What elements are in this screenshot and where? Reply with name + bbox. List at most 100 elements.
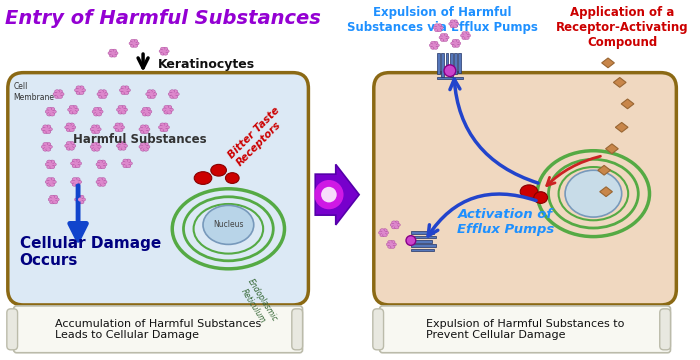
Ellipse shape xyxy=(163,47,168,50)
Ellipse shape xyxy=(455,39,459,42)
Bar xyxy=(442,53,444,77)
Ellipse shape xyxy=(71,126,76,129)
Ellipse shape xyxy=(534,192,547,203)
Ellipse shape xyxy=(102,180,107,184)
Text: Expulsion of Harmful Substances to
Prevent Cellular Damage: Expulsion of Harmful Substances to Preve… xyxy=(426,319,624,340)
Ellipse shape xyxy=(52,201,57,204)
Ellipse shape xyxy=(118,123,123,126)
Ellipse shape xyxy=(76,91,81,95)
Ellipse shape xyxy=(163,123,168,126)
Ellipse shape xyxy=(168,93,173,96)
Circle shape xyxy=(145,111,148,113)
Ellipse shape xyxy=(121,86,126,89)
Ellipse shape xyxy=(133,44,138,48)
Ellipse shape xyxy=(163,52,168,55)
Circle shape xyxy=(94,128,97,131)
Ellipse shape xyxy=(72,183,77,186)
Ellipse shape xyxy=(141,130,146,134)
Circle shape xyxy=(144,128,146,131)
Ellipse shape xyxy=(142,107,147,111)
Ellipse shape xyxy=(126,164,131,168)
Ellipse shape xyxy=(146,93,150,96)
Ellipse shape xyxy=(97,160,102,163)
Ellipse shape xyxy=(321,187,337,202)
Circle shape xyxy=(112,52,114,54)
Ellipse shape xyxy=(112,54,117,57)
Bar xyxy=(450,53,453,77)
Ellipse shape xyxy=(71,144,76,148)
Circle shape xyxy=(163,50,165,52)
Ellipse shape xyxy=(97,183,102,186)
Ellipse shape xyxy=(66,123,71,126)
Ellipse shape xyxy=(121,91,126,95)
Ellipse shape xyxy=(380,229,384,232)
Text: Keratinocytes: Keratinocytes xyxy=(158,58,255,71)
Ellipse shape xyxy=(94,148,99,151)
FancyBboxPatch shape xyxy=(292,309,302,350)
Ellipse shape xyxy=(314,180,344,209)
Ellipse shape xyxy=(121,141,126,145)
Ellipse shape xyxy=(66,128,71,132)
Ellipse shape xyxy=(74,198,79,201)
Ellipse shape xyxy=(72,164,77,168)
Bar xyxy=(411,244,436,247)
Ellipse shape xyxy=(388,245,392,248)
Ellipse shape xyxy=(80,89,85,92)
Ellipse shape xyxy=(122,144,127,148)
Ellipse shape xyxy=(130,44,135,48)
Ellipse shape xyxy=(164,105,169,109)
Ellipse shape xyxy=(174,93,179,96)
Ellipse shape xyxy=(69,128,74,132)
Circle shape xyxy=(69,145,71,147)
Ellipse shape xyxy=(75,164,80,168)
Ellipse shape xyxy=(433,46,438,49)
Ellipse shape xyxy=(160,52,165,55)
Ellipse shape xyxy=(109,54,114,57)
Ellipse shape xyxy=(139,127,144,131)
Polygon shape xyxy=(615,122,628,132)
Bar xyxy=(411,236,436,238)
Ellipse shape xyxy=(388,240,392,244)
Ellipse shape xyxy=(466,34,470,37)
Ellipse shape xyxy=(164,50,169,53)
Ellipse shape xyxy=(144,125,148,128)
Ellipse shape xyxy=(144,148,148,151)
Ellipse shape xyxy=(102,90,106,93)
Ellipse shape xyxy=(124,91,129,95)
Ellipse shape xyxy=(51,110,56,113)
Circle shape xyxy=(78,198,81,201)
Ellipse shape xyxy=(72,111,77,114)
Ellipse shape xyxy=(167,105,172,109)
Circle shape xyxy=(464,34,467,37)
Ellipse shape xyxy=(75,183,80,186)
Ellipse shape xyxy=(392,243,396,246)
Ellipse shape xyxy=(118,141,123,145)
Ellipse shape xyxy=(98,110,103,113)
Ellipse shape xyxy=(72,177,77,181)
Bar xyxy=(454,53,457,74)
Ellipse shape xyxy=(57,90,62,93)
Ellipse shape xyxy=(158,126,163,129)
Ellipse shape xyxy=(99,95,104,99)
Ellipse shape xyxy=(203,205,254,244)
Circle shape xyxy=(144,145,146,148)
Bar xyxy=(411,249,434,251)
Ellipse shape xyxy=(79,201,84,204)
Ellipse shape xyxy=(116,144,121,148)
Ellipse shape xyxy=(160,47,165,50)
Text: Entry of Harmful Substances: Entry of Harmful Substances xyxy=(5,9,321,28)
Ellipse shape xyxy=(194,172,212,184)
Ellipse shape xyxy=(435,24,439,27)
Ellipse shape xyxy=(51,180,56,184)
Ellipse shape xyxy=(69,141,74,145)
Ellipse shape xyxy=(50,201,55,204)
Ellipse shape xyxy=(96,127,101,131)
Ellipse shape xyxy=(97,107,102,111)
Ellipse shape xyxy=(147,90,152,93)
Ellipse shape xyxy=(46,110,50,113)
Ellipse shape xyxy=(430,46,435,49)
Text: Expulsion of Harmful
Substances via Efflux Pumps: Expulsion of Harmful Substances via Effl… xyxy=(346,6,538,34)
FancyBboxPatch shape xyxy=(7,309,18,350)
Ellipse shape xyxy=(394,226,399,229)
Ellipse shape xyxy=(97,165,102,169)
